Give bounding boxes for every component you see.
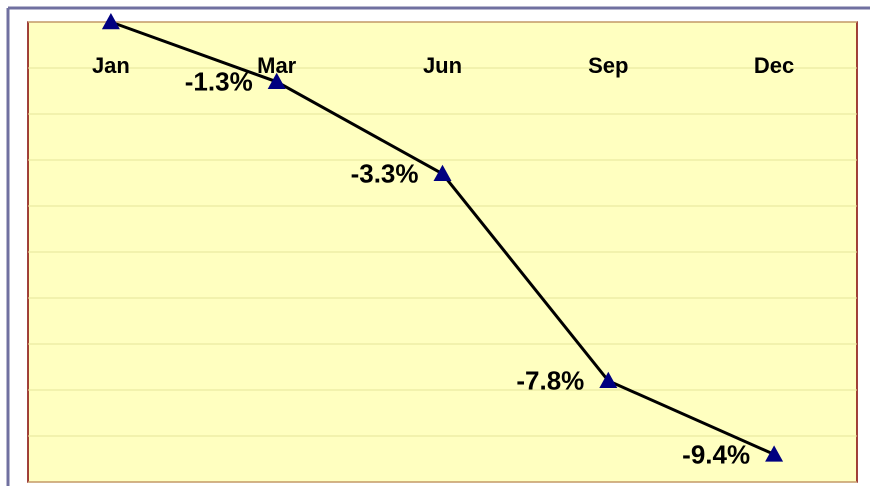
marker	[101, 13, 120, 30]
marker	[599, 371, 618, 388]
x-tick-label: Sep	[588, 53, 628, 78]
x-tick-label: Jan	[92, 53, 130, 78]
marker	[765, 445, 784, 462]
data-label: -9.4%	[682, 439, 750, 469]
data-label: -7.8%	[516, 366, 584, 396]
x-tick-label: Dec	[754, 53, 794, 78]
data-label: -1.3%	[185, 67, 253, 97]
marker	[267, 72, 286, 89]
x-tick-label: Jun	[423, 53, 462, 78]
data-label: -3.3%	[351, 159, 419, 189]
marker	[433, 164, 452, 181]
